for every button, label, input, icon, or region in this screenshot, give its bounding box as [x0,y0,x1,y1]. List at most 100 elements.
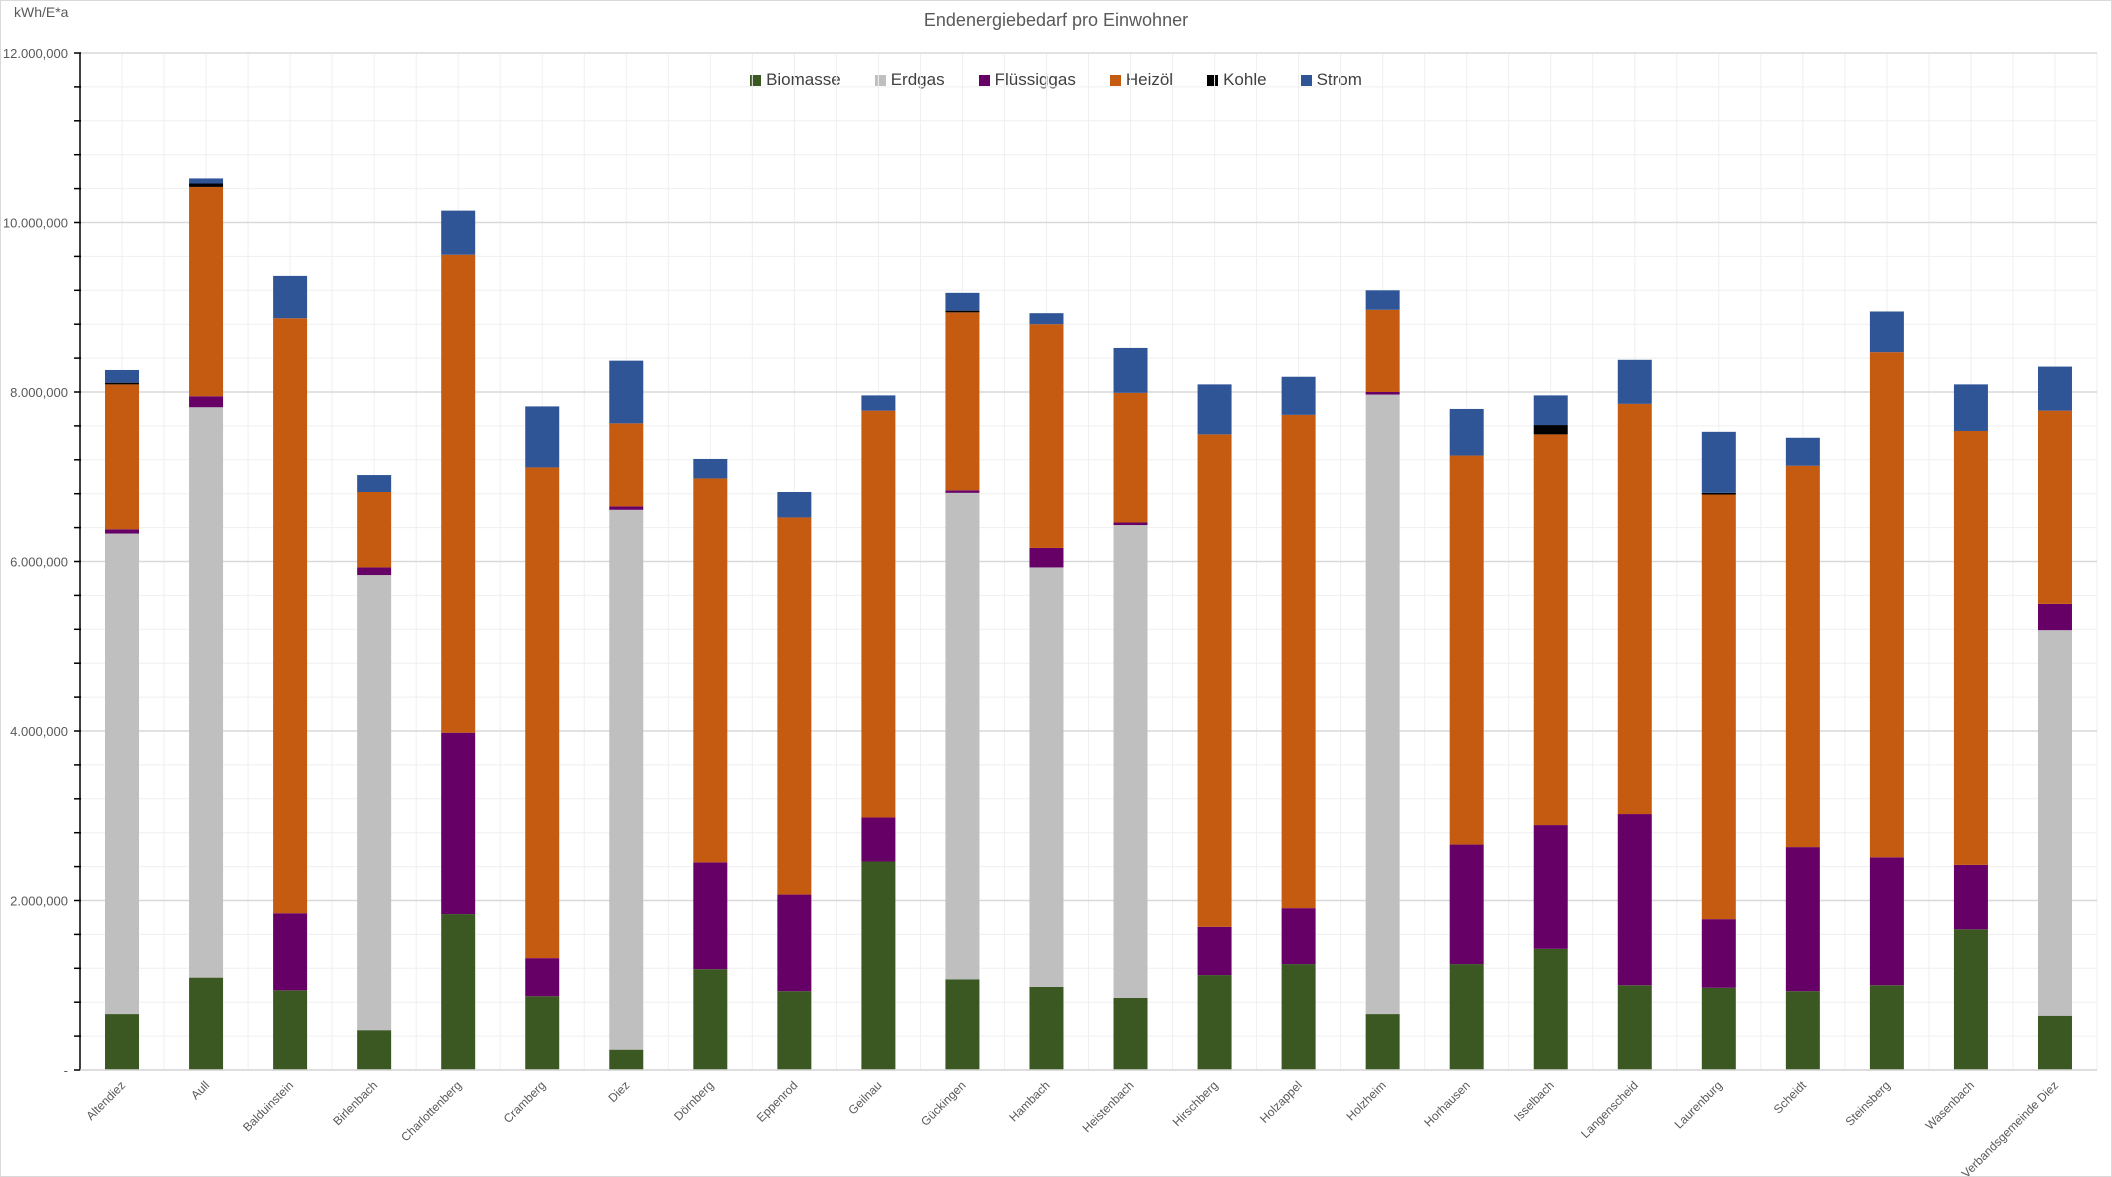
bar-segment-fluessiggas [1953,864,1988,930]
bar-segment-biomasse [861,861,896,1070]
bar-segment-fluessiggas [1113,522,1148,526]
bar-segment-fluessiggas [273,913,308,991]
bar-segment-strom [357,475,392,493]
bar-segment-fluessiggas [1365,392,1400,395]
bar-segment-heizoel [1197,434,1232,927]
x-tick-label: Cramberg [501,1078,549,1126]
bar-segment-fluessiggas [357,567,392,576]
bar-segment-strom [693,458,728,479]
y-tick-label: 10.000,000 [3,216,68,231]
bar-segment-heizoel [1281,414,1316,909]
bar-segment-strom [945,292,980,311]
bar-segment-heizoel [1029,324,1064,548]
x-tick-label: Horhausen [1421,1078,1472,1129]
bar-segment-erdgas [945,492,980,980]
bar-segment-strom [777,492,812,518]
bar-segment-heizoel [189,186,224,397]
bar-segment-heizoel [693,478,728,863]
bar-segment-biomasse [945,979,980,1070]
x-tick-label: Balduinstein [240,1078,296,1134]
bar-segment-heizoel [777,517,812,895]
bar-segment-heizoel [1869,352,1904,858]
bar-segment-heizoel [1617,403,1652,815]
x-tick-label: Hambach [1006,1078,1052,1124]
bar-segment-fluessiggas [105,529,140,534]
y-tick-label: 12.000,000 [3,46,68,61]
bar-segment-strom [1785,437,1820,466]
bar-segment-heizoel [945,312,980,491]
bar-segment-fluessiggas [1785,847,1820,992]
x-tick-label: Hirschberg [1170,1078,1221,1129]
bar-segment-heizoel [357,492,392,568]
y-tick-label: - [64,1063,68,1078]
legend-swatch-erdgas [874,74,886,86]
bar-segment-strom [1617,359,1652,404]
x-tick-label: Wasenbach [1923,1078,1977,1132]
bar-segment-strom [861,395,896,411]
bar-segment-strom [1449,408,1484,456]
x-tick-label: Laurenburg [1672,1078,1725,1131]
bar-segment-fluessiggas [1869,857,1904,986]
bar-segment-fluessiggas [2037,603,2072,631]
bar-segment-heizoel [2037,410,2072,604]
x-tick-label: Steinsberg [1843,1078,1893,1128]
bar-segment-fluessiggas [441,732,476,915]
legend-swatch-biomasse [750,74,762,86]
bar-segment-erdgas [1113,525,1148,998]
bar-segment-fluessiggas [861,817,896,862]
bar-segment-strom [1029,313,1064,325]
bar-segment-erdgas [1029,567,1064,987]
bar-segment-heizoel [1113,392,1148,523]
bar-segment-heizoel [861,410,896,818]
bar-segment-erdgas [105,533,140,1015]
bar-segment-erdgas [1365,394,1400,1015]
bar-segment-heizoel [609,423,644,507]
bar-segment-heizoel [1533,434,1568,826]
bar-segment-biomasse [357,1030,392,1070]
x-tick-label: Dörnberg [671,1078,716,1123]
bar-segment-biomasse [609,1049,644,1070]
bar-segment-erdgas [189,407,224,978]
bar-segment-biomasse [1449,964,1484,1070]
legend-label-fluessiggas: Flüssiggas [994,70,1076,89]
x-tick-label: Altendiez [83,1078,128,1123]
bar-segment-biomasse [1701,987,1736,1070]
bar-segment-fluessiggas [777,894,812,992]
x-tick-label: Geilnau [845,1078,884,1117]
bar-segment-erdgas [609,509,644,1050]
legend-label-erdgas: Erdgas [890,70,945,89]
bar-segment-strom [105,369,140,383]
y-tick-label: 4.000,000 [10,724,68,739]
x-tick-label: Diez [606,1078,633,1105]
bar-segment-biomasse [1365,1014,1400,1070]
bar-segment-erdgas [357,575,392,1031]
bar-segment-biomasse [1029,986,1064,1070]
bar-segment-strom [609,360,644,424]
bar-segment-heizoel [1449,455,1484,845]
x-tick-label: Charlottenberg [398,1078,464,1144]
legend-label-biomasse: Biomasse [766,70,841,89]
bar-segment-strom [1533,395,1568,426]
y-axis-unit-label: kWh/E*a [14,4,69,20]
bar-segment-strom [1365,290,1400,310]
bar-segment-biomasse [273,990,308,1070]
y-tick-label: 8.000,000 [10,385,68,400]
x-tick-label: Langenscheid [1578,1078,1641,1141]
x-tick-label: Aull [188,1078,212,1102]
bar-segment-biomasse [1197,975,1232,1070]
legend: Biomasse Erdgas Flüssiggas Heizöl Kohle … [0,70,2112,90]
bar-segment-biomasse [777,991,812,1070]
bar-segment-fluessiggas [1701,919,1736,988]
legend-item-kohle: Kohle [1207,70,1267,90]
bar-segment-fluessiggas [609,506,644,510]
bar-segment-fluessiggas [1617,814,1652,986]
bar-segment-strom [1197,384,1232,435]
bar-segment-biomasse [1869,985,1904,1070]
x-tick-label: Heistenbach [1080,1078,1137,1135]
bar-segment-erdgas [2037,630,2072,1016]
bar-segment-fluessiggas [1029,547,1064,568]
legend-label-heizoel: Heizöl [1125,70,1174,89]
legend-label-strom: Strom [1316,70,1362,89]
y-tick-label: 2.000,000 [10,894,68,909]
